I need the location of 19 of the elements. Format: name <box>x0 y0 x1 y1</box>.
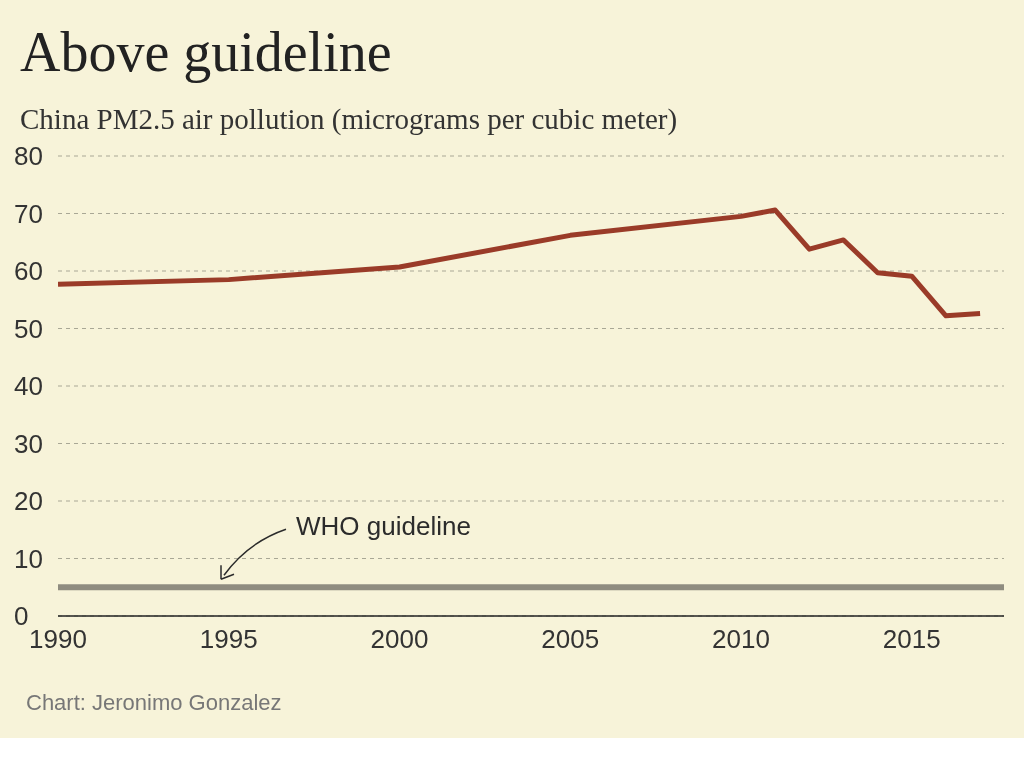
y-tick-label: 60 <box>14 256 43 287</box>
x-tick-label: 2010 <box>712 624 770 655</box>
y-tick-label: 40 <box>14 371 43 402</box>
chart-subtitle: China PM2.5 air pollution (micrograms per cubic meter) <box>19 102 679 136</box>
x-tick-label: 2000 <box>370 624 429 655</box>
y-tick-label: 50 <box>14 313 43 344</box>
x-tick-label: 1990 <box>29 624 87 655</box>
x-tick-label: 2015 <box>882 624 941 655</box>
y-tick-label: 0 <box>14 601 29 632</box>
y-tick-label: 30 <box>14 428 43 459</box>
x-tick-label: 1995 <box>199 624 258 655</box>
chart-title: Above guideline <box>19 20 393 83</box>
y-tick-label: 10 <box>14 543 43 574</box>
y-tick-label: 70 <box>14 198 43 229</box>
y-tick-label: 80 <box>14 141 43 172</box>
x-tick-label: 2005 <box>541 624 600 655</box>
y-tick-label: 20 <box>14 486 43 517</box>
ref-line-label: WHO guideline <box>296 511 471 542</box>
text: Chart: Jeronimo Gonzalez <box>26 690 283 716</box>
